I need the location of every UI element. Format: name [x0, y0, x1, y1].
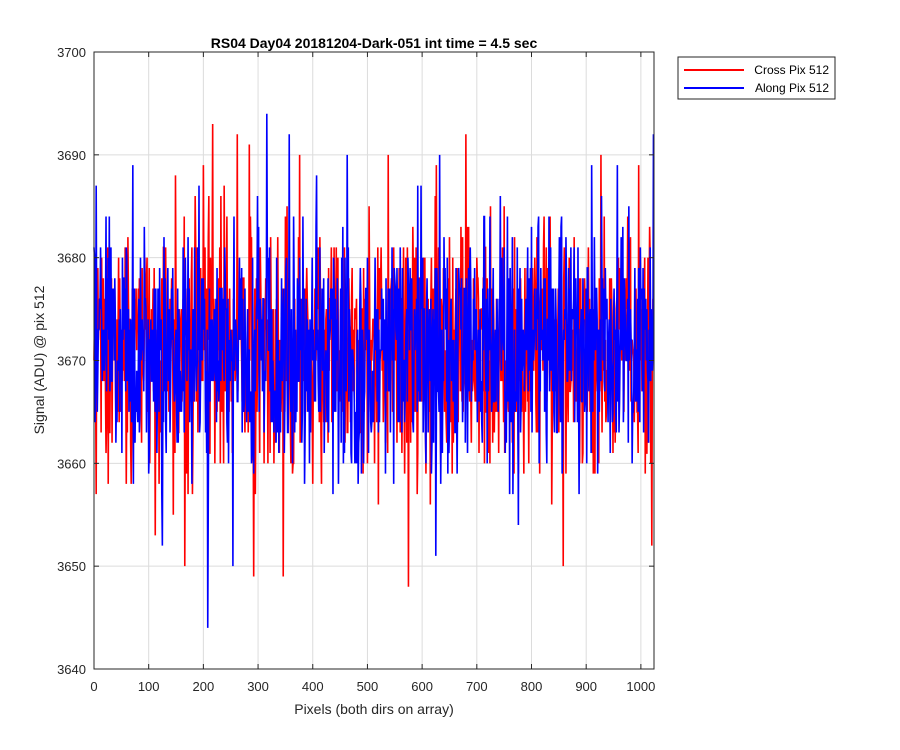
y-tick-label: 3680	[57, 251, 86, 266]
x-tick-label: 200	[193, 679, 215, 694]
x-tick-label: 0	[90, 679, 97, 694]
x-tick-label: 600	[411, 679, 433, 694]
legend-box	[677, 56, 836, 100]
x-tick-label: 100	[138, 679, 160, 694]
y-tick-label: 3670	[57, 354, 86, 369]
x-axis: 0 100 200 300 400 500 600 700 800 900 1000	[90, 52, 655, 694]
x-tick-label: 800	[521, 679, 543, 694]
y-tick-label: 3690	[57, 148, 86, 163]
chart-title: RS04 Day04 20181204-Dark-051 int time = …	[211, 35, 538, 51]
x-tick-label: 1000	[626, 679, 655, 694]
series-line-along	[93, 113, 655, 628]
y-tick-label: 3640	[57, 662, 86, 677]
y-axis-label: Signal (ADU) @ pix 512	[31, 285, 47, 434]
y-tick-label: 3660	[57, 456, 86, 471]
y-tick-label: 3700	[57, 45, 86, 60]
data-series-group	[93, 113, 655, 628]
x-tick-label: 900	[575, 679, 597, 694]
x-tick-label: 300	[247, 679, 269, 694]
x-tick-label: 700	[466, 679, 488, 694]
legend: Cross Pix 512 Along Pix 512	[677, 56, 836, 100]
legend-label-along: Along Pix 512	[755, 81, 829, 95]
x-tick-label: 400	[302, 679, 324, 694]
x-axis-label: Pixels (both dirs on array)	[294, 701, 454, 717]
y-tick-label: 3650	[57, 559, 86, 574]
legend-label-cross: Cross Pix 512	[754, 63, 829, 77]
x-tick-label: 500	[357, 679, 379, 694]
y-axis: 3640 3650 3660 3670 3680 3690 3700	[57, 45, 654, 677]
